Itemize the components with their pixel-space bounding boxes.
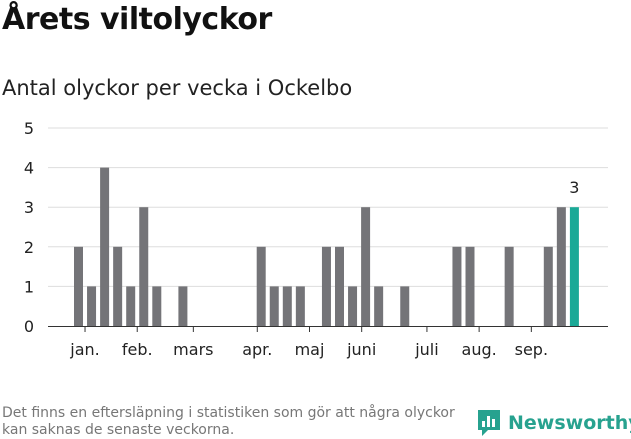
x-tick-label: jan. <box>69 340 99 359</box>
bar <box>256 246 266 326</box>
bar <box>400 286 410 326</box>
bar <box>335 246 344 326</box>
bar <box>126 286 136 326</box>
bar <box>543 246 553 326</box>
y-tick-label: 4 <box>24 159 34 178</box>
highlight-value-label: 3 <box>569 178 579 197</box>
bar <box>361 207 371 326</box>
y-tick-label: 3 <box>24 198 34 217</box>
bar <box>374 286 384 326</box>
bar <box>269 286 279 326</box>
bar <box>113 246 123 326</box>
newsworthy-logo-text: Newsworthy <box>508 412 631 434</box>
bar-current-week <box>569 207 579 326</box>
x-tick-label: aug. <box>462 340 497 359</box>
bar <box>139 207 149 326</box>
bar <box>87 286 97 326</box>
bar <box>504 246 514 326</box>
y-tick-label: 1 <box>24 277 34 296</box>
x-tick-label: maj <box>295 340 325 359</box>
bar <box>556 207 566 326</box>
bar <box>321 246 331 326</box>
x-tick-label: juni <box>346 340 376 359</box>
bar <box>152 286 162 326</box>
y-tick-label: 2 <box>24 238 34 257</box>
bar <box>74 246 83 326</box>
bars: 3 <box>74 167 579 326</box>
y-axis-ticks: 0 1 2 3 4 5 <box>24 119 34 336</box>
x-tick-label: apr. <box>242 340 272 359</box>
bar <box>282 286 292 326</box>
x-tick-label: juli <box>414 340 438 359</box>
y-tick-label: 5 <box>24 119 34 138</box>
newsworthy-logo[interactable]: Newsworthy <box>476 408 631 438</box>
newsworthy-logo-icon <box>478 410 500 436</box>
x-tick-label: feb. <box>122 340 153 359</box>
chart-title: Årets viltolyckor <box>2 2 272 37</box>
x-axis-month-labels: jan. feb. mars apr. maj juni juli aug. sep. <box>69 326 548 359</box>
bar <box>348 286 358 326</box>
bar-chart: 0 1 2 3 4 5 3 jan. feb. mars apr. maj juni juli aug.… <box>24 119 608 359</box>
x-tick-label: mars <box>173 340 213 359</box>
bar <box>452 246 462 326</box>
bar <box>465 246 475 326</box>
bar <box>178 286 188 326</box>
bar <box>295 286 305 326</box>
bar <box>100 167 110 326</box>
y-tick-label: 0 <box>24 317 34 336</box>
footnote: Det finns en eftersläpning i statistiken… <box>2 405 455 438</box>
x-tick-label: sep. <box>515 340 548 359</box>
chart-subtitle: Antal olyckor per vecka i Ockelbo <box>2 76 353 100</box>
